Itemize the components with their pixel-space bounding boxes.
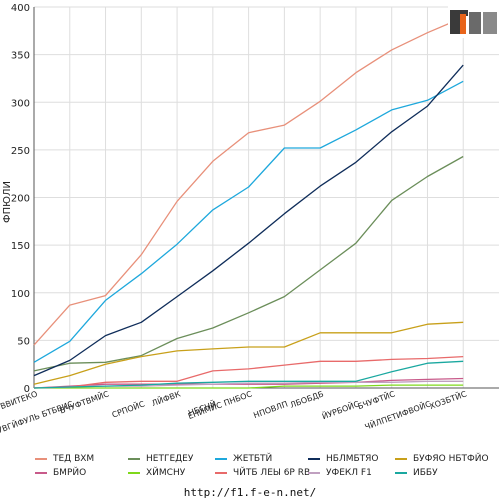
series-line-10	[33, 360, 464, 389]
legend-item: ТЕД ВХМ	[35, 453, 94, 465]
y-axis-label: ФПЮЛИ	[2, 181, 13, 223]
y-tick-label: 400	[11, 3, 30, 14]
logo	[448, 4, 500, 38]
legend-label: НБЛМБТЯО	[326, 454, 379, 464]
footer-url[interactable]: http://f1.f-e-n.net/	[183, 486, 317, 499]
series-line-6	[33, 377, 464, 389]
legend-swatch	[395, 458, 407, 460]
legend-swatch	[308, 472, 320, 474]
x-tick-label: ЛЙФВК	[150, 387, 182, 408]
legend-swatch	[308, 458, 320, 460]
legend-swatch	[128, 458, 140, 460]
y-tick-label: 200	[11, 194, 30, 205]
legend-swatch	[35, 472, 47, 474]
legend-label: ЧЙТБ ЛЕЫ 6Р RB	[233, 468, 311, 478]
x-tick-label: НПОВЛП	[252, 399, 289, 420]
legend-item: НБЛМБТЯО	[308, 453, 378, 465]
x-tick-label: ЙУРБОЙС	[320, 397, 361, 421]
series-line-2	[33, 155, 464, 372]
legend-item: УФЕКЛ F1	[308, 467, 372, 479]
legend-item: БУФЯО НБТФЙО	[395, 453, 489, 465]
legend-item: НЕТГЕДЕУ	[128, 453, 193, 465]
legend-item: ЖЕТБТЙ	[215, 453, 272, 465]
y-tick-labels: 0 50 100 150 200 250 300 350 400	[11, 3, 30, 395]
legend-label: ХЙМСНУ	[146, 468, 186, 478]
x-tick-label: ЕНЙМЙС ПНБОС	[186, 387, 254, 421]
y-tick-label: 50	[17, 336, 30, 347]
f1en-logo-icon	[448, 4, 500, 38]
y-tick-label: 150	[11, 241, 30, 252]
series-line-5	[33, 321, 464, 385]
legend-swatch	[215, 458, 227, 460]
legend-label: ЖЕТБТЙ	[233, 454, 273, 464]
legend-item: ИББУ	[395, 467, 438, 479]
y-tick-label: 0	[24, 384, 30, 395]
series-line-7	[34, 384, 464, 389]
x-tick-label: ЛБОБДБ	[289, 389, 325, 409]
legend-item: БМРЙО	[35, 467, 86, 479]
x-tick-label: ХОЗБТЙС	[428, 387, 469, 411]
legend-label: УФЕКЛ F1	[326, 468, 372, 478]
y-tick-label: 300	[11, 98, 30, 109]
legend-item: ХЙМСНУ	[128, 467, 185, 479]
legend-label: ТЕД ВХМ	[53, 454, 95, 464]
legend-item: ЧЙТБ ЛЕЫ 6Р RB	[215, 467, 310, 479]
series-line-1	[33, 16, 464, 346]
legend-swatch	[395, 472, 407, 474]
legend-label: НЕТГЕДЕУ	[146, 454, 194, 464]
legend: ТЕД ВХМ НЕТГЕДЕУ ЖЕТБТЙ НБЛМБТЯО БУФЯО НБТФЙ…	[0, 448, 500, 488]
legend-label: БУФЯО НБТФЙО	[413, 454, 489, 464]
x-tick-label: БЧУФТЙС	[356, 387, 397, 411]
legend-label: ИББУ	[413, 468, 438, 478]
series-line-3	[33, 80, 464, 363]
series-lines	[33, 16, 464, 389]
x-tick-label: ВВИТЕКО	[0, 389, 39, 411]
x-tick-label: СРПОЙС	[110, 397, 146, 419]
legend-swatch	[35, 458, 47, 460]
grid	[33, 6, 499, 389]
series-line-4	[33, 64, 464, 377]
legend-label: БМРЙО	[53, 468, 87, 478]
y-tick-label: 250	[11, 146, 30, 157]
legend-swatch	[215, 472, 227, 474]
series-line-8	[33, 355, 464, 389]
y-tick-label: 100	[11, 289, 30, 300]
y-tick-label: 350	[11, 51, 30, 62]
legend-swatch	[128, 472, 140, 474]
